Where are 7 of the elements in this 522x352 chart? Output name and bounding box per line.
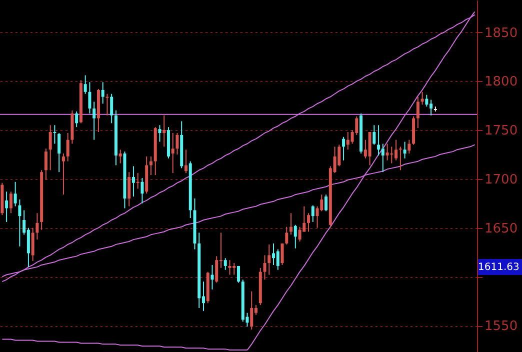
y-tick-label: 1750 — [484, 124, 518, 139]
y-tick-label: 1800 — [484, 74, 518, 90]
y-tick-label: 1850 — [484, 26, 518, 41]
y-tick-label: 1650 — [484, 221, 518, 236]
y-tick-label: 1700 — [484, 172, 518, 188]
text: 1611.63 — [478, 262, 520, 273]
y-tick-label: 1550 — [484, 319, 518, 334]
